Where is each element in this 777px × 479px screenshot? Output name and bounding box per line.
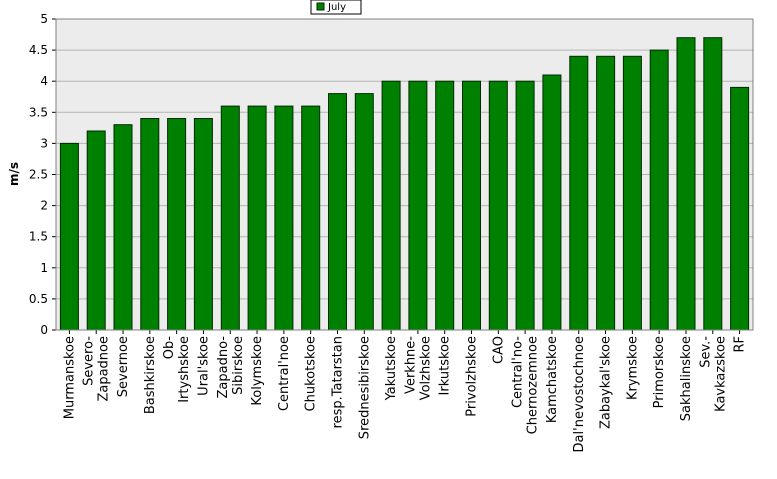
y-tick-label: 0.5	[29, 292, 48, 306]
x-tick-label: Kolymskoe	[250, 336, 265, 406]
x-tick-label: Sibirskoe	[231, 336, 246, 395]
y-tick-label: 3	[40, 136, 48, 150]
bar	[167, 118, 187, 331]
bar	[381, 80, 401, 331]
x-tick-label: Irkutskoe	[438, 336, 453, 395]
y-tick-label: 5	[40, 12, 48, 26]
legend: July	[310, 0, 362, 15]
bar	[193, 118, 213, 331]
x-tick-label: Central'noe	[277, 336, 292, 411]
bar	[328, 93, 347, 331]
bar	[462, 80, 481, 331]
x-tick-label: Chernozemnoe	[526, 336, 541, 434]
bar	[596, 55, 616, 331]
x-tick-label: Zapadno-	[216, 336, 231, 399]
bar	[220, 105, 240, 331]
bar	[274, 105, 294, 331]
x-tick-label: resp.Tatarstan	[331, 336, 346, 428]
x-tick-label: Dal'nevostochnoe	[572, 336, 587, 452]
y-tick-label: 2.5	[29, 168, 48, 182]
plot-frame	[55, 18, 754, 331]
x-tick-label: Severo-	[82, 336, 97, 386]
bar	[354, 93, 374, 331]
x-tick-label: Zabaykal'skoe	[599, 336, 614, 429]
x-tick-label: Primorskoe	[652, 336, 667, 408]
bar	[140, 118, 160, 331]
x-tick-label: Krymskoe	[625, 336, 640, 400]
y-tick-label: 4	[40, 74, 48, 88]
x-tick-label: Sev.-	[698, 336, 713, 368]
y-tick-label: 3.5	[29, 105, 48, 119]
bar	[86, 130, 106, 331]
bar	[59, 142, 79, 331]
y-tick-label: 2	[40, 199, 48, 213]
bar	[408, 80, 428, 331]
bar	[622, 55, 642, 331]
x-tick-label: Chukotskoe	[304, 336, 319, 411]
bar	[247, 105, 267, 331]
bar	[649, 49, 669, 331]
y-axis-tick-labels: 0 0.5 1 1.5 2 2.5 3 3.5 4 4.5 5	[29, 12, 56, 337]
legend-swatch	[316, 2, 325, 11]
y-tick-label: 1.5	[29, 230, 48, 244]
legend-label: July	[327, 2, 346, 13]
bar	[676, 37, 696, 331]
x-tick-label: Irtyshskoe	[177, 336, 192, 403]
x-tick-label: Yakutskoe	[384, 336, 399, 401]
bar	[113, 124, 133, 331]
x-tick-label: Zapadnoe	[97, 336, 112, 402]
y-axis-label: m/s	[7, 162, 21, 186]
x-tick-label: Bashkirskoe	[143, 336, 158, 414]
bar	[730, 86, 750, 331]
bar	[703, 37, 723, 331]
x-tick-label: Murmanskoe	[62, 336, 77, 419]
x-tick-label: Kamchatskoe	[545, 336, 560, 423]
x-tick-label: Srednesibirskoe	[357, 336, 372, 439]
x-tick-label: Ural'skoe	[196, 336, 211, 396]
x-tick-label: Kavkazskoe	[713, 336, 728, 412]
x-tick-label: Severnoe	[116, 336, 131, 397]
bar	[435, 80, 455, 331]
y-tick-label: 0	[40, 323, 48, 337]
bar	[301, 105, 321, 331]
bar	[542, 74, 562, 331]
x-tick-label: Sakhalinskoe	[679, 336, 694, 421]
y-tick-label: 4.5	[29, 43, 48, 57]
bar	[488, 80, 508, 331]
x-tick-label: Volzhskoe	[418, 336, 433, 400]
bar	[569, 55, 589, 331]
x-tick-label: CAO	[491, 336, 506, 364]
x-tick-label: Central'no-	[511, 336, 526, 408]
x-tick-label: Ob-	[162, 336, 177, 359]
x-tick-label: Verkhne-	[403, 336, 418, 394]
y-tick-label: 1	[40, 261, 48, 275]
x-tick-label: RF	[733, 336, 748, 353]
x-axis-tick-labels: Murmanskoe Severo- Zapadnoe Severnoe Bashkir…	[62, 330, 748, 452]
x-tick-label: Privolzhskoe	[465, 336, 480, 417]
bar	[515, 80, 535, 331]
